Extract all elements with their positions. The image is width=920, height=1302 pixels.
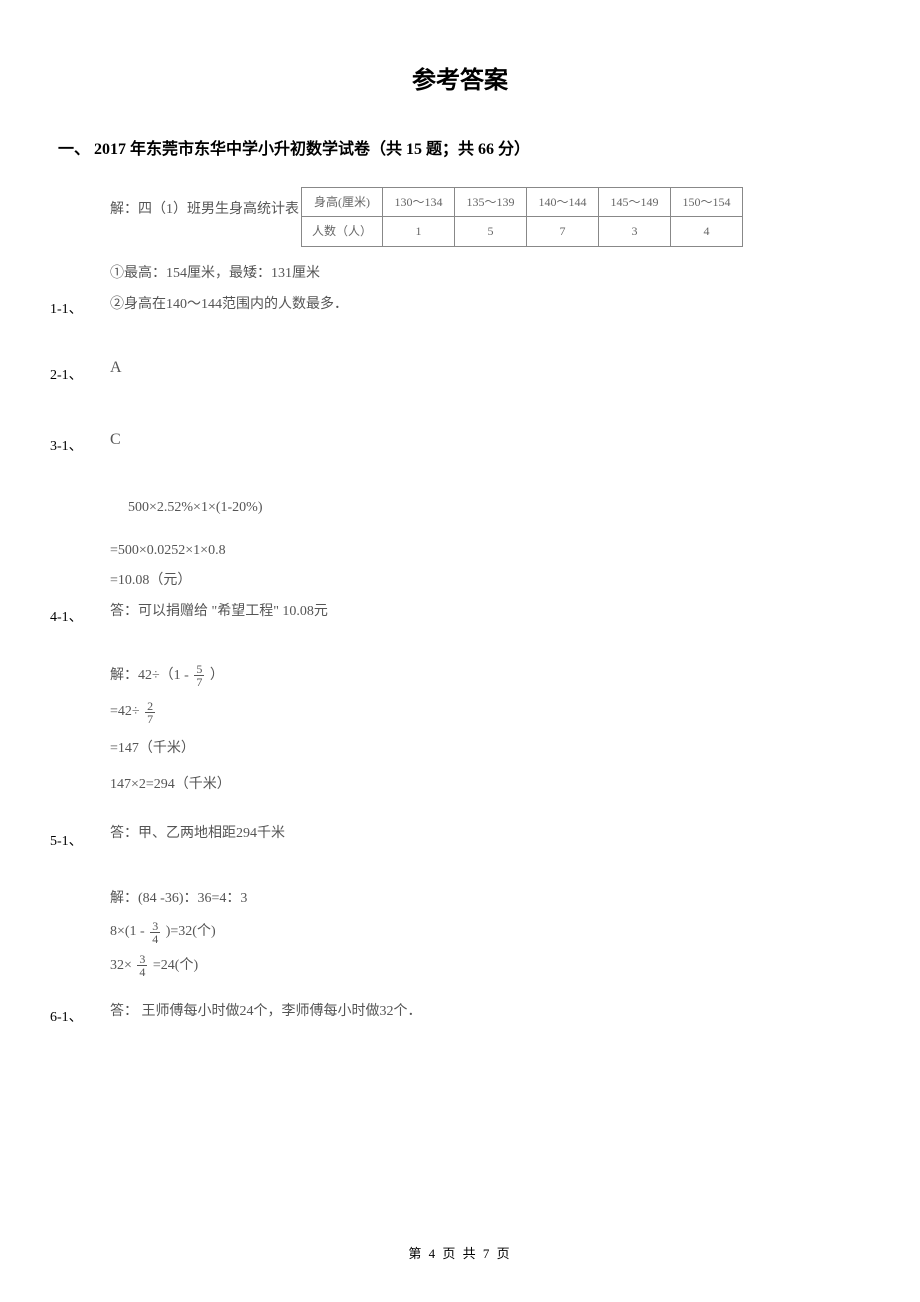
fraction: 27 <box>145 700 155 725</box>
q5-l1-post: ） <box>206 668 224 683</box>
q5-l1: 解：42÷（1 - 57 ） <box>110 658 870 694</box>
q4-l2: =500×0.0252×1×0.8 <box>110 536 870 567</box>
table-cell: 4 <box>671 217 743 246</box>
q4-l1: 500×2.52%×1×(1-20%) <box>110 493 870 524</box>
fraction: 57 <box>194 663 204 688</box>
q1-label: 1-1、 <box>50 298 83 318</box>
q5-l3: =147（千米） <box>110 731 870 767</box>
q1-line1: ①最高：154厘米，最矮：131厘米 <box>110 259 870 290</box>
answer-6: 6-1、 解：(84 -36)：36=4：3 8×(1 - 34 )=32(个)… <box>50 882 870 1028</box>
answer-1: 1-1、 解：四（1）班男生身高统计表 身高(厘米) 130～134 135～1… <box>50 187 870 320</box>
q5-l1-pre: 解：42÷（1 - <box>110 668 192 683</box>
table-cell: 5 <box>455 217 527 246</box>
q5-l2-pre: =42÷ <box>110 704 143 719</box>
answer-3: 3-1、 C <box>50 422 870 457</box>
table-cell: 145～149 <box>599 188 671 217</box>
table-row: 人数（人） 1 5 7 3 4 <box>302 217 743 246</box>
table-cell: 7 <box>527 217 599 246</box>
q6-l3: 32× 34 =24(个) <box>110 949 870 983</box>
q6-l1: 解：(84 -36)：36=4：3 <box>110 882 870 916</box>
q1-line2: ②身高在140～144范围内的人数最多． <box>110 290 870 321</box>
table-cell: 150～154 <box>671 188 743 217</box>
answer-4: 4-1、 500×2.52%×1×(1-20%) =500×0.0252×1×0… <box>50 493 870 628</box>
page-footer: 第 4 页 共 7 页 <box>0 1243 920 1262</box>
q6-l2-pre: 8×(1 - <box>110 924 148 939</box>
q6-l4: 答： 王师傅每小时做24个，李师傅每小时做32个． <box>110 995 870 1029</box>
frac-num: 3 <box>150 920 160 933</box>
frac-den: 4 <box>137 966 147 978</box>
table-header-label: 身高(厘米) <box>302 188 383 217</box>
fraction: 34 <box>150 920 160 945</box>
frac-den: 7 <box>145 713 155 725</box>
frac-num: 2 <box>145 700 155 713</box>
q3-answer: C <box>110 431 121 448</box>
table-cell: 3 <box>599 217 671 246</box>
q5-l5: 答：甲、乙两地相距294千米 <box>110 816 870 852</box>
page-title: 参考答案 <box>50 60 870 95</box>
table-cell: 1 <box>383 217 455 246</box>
q1-table-prelabel: 解：四（1）班男生身高统计表 <box>110 187 299 226</box>
q6-l2: 8×(1 - 34 )=32(个) <box>110 915 870 949</box>
section-header: 一、 2017 年东莞市东华中学小升初数学试卷（共 15 题；共 66 分） <box>58 135 870 159</box>
fraction: 34 <box>137 953 147 978</box>
q2-label: 2-1、 <box>50 364 83 384</box>
q4-l4: 答：可以捐赠给 "希望工程" 10.08元 <box>110 597 870 628</box>
q4-label: 4-1、 <box>50 606 83 626</box>
table-count-label: 人数（人） <box>302 217 383 246</box>
table-cell: 135～139 <box>455 188 527 217</box>
q6-l2-post: )=32(个) <box>162 924 215 939</box>
q5-label: 5-1、 <box>50 830 83 850</box>
height-table: 身高(厘米) 130～134 135～139 140～144 145～149 1… <box>301 187 743 247</box>
q1-table-row: 解：四（1）班男生身高统计表 身高(厘米) 130～134 135～139 14… <box>110 187 870 247</box>
table-row: 身高(厘米) 130～134 135～139 140～144 145～149 1… <box>302 188 743 217</box>
q6-label: 6-1、 <box>50 1006 83 1026</box>
answer-2: 2-1、 A <box>50 350 870 385</box>
answer-5: 5-1、 解：42÷（1 - 57 ） =42÷ 27 =147（千米） 147… <box>50 658 870 852</box>
q2-answer: A <box>110 359 122 376</box>
q6-l3-pre: 32× <box>110 958 135 973</box>
table-cell: 130～134 <box>383 188 455 217</box>
frac-den: 4 <box>150 933 160 945</box>
q6-l3-post: =24(个) <box>149 958 198 973</box>
frac-den: 7 <box>194 676 204 688</box>
q3-label: 3-1、 <box>50 435 83 455</box>
q5-l2: =42÷ 27 <box>110 694 870 730</box>
q4-l3: =10.08（元） <box>110 566 870 597</box>
q5-l4: 147×2=294（千米） <box>110 767 870 803</box>
table-cell: 140～144 <box>527 188 599 217</box>
